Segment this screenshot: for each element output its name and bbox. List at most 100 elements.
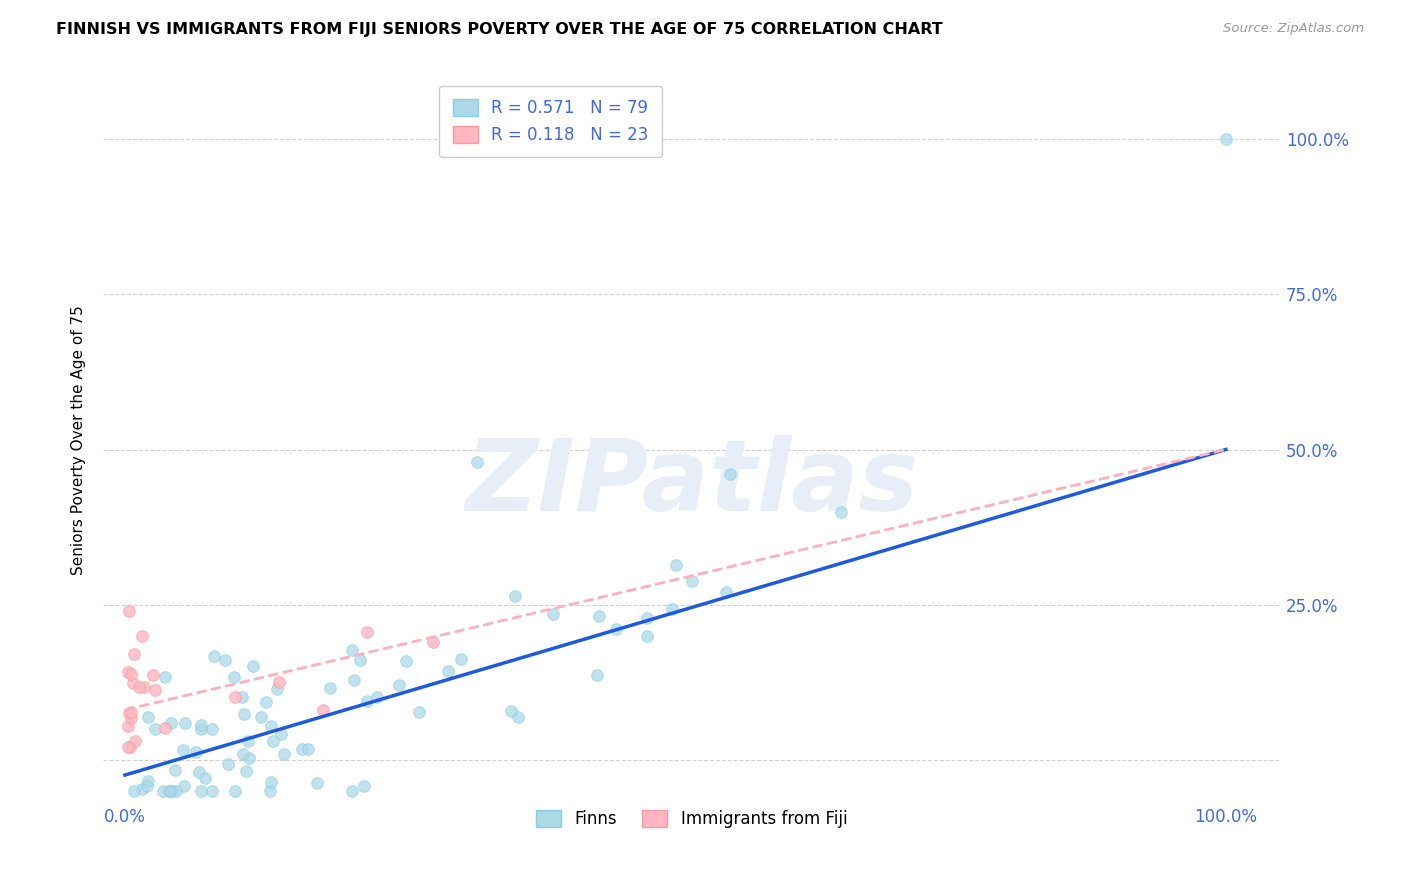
Point: [450, 652, 472, 666]
Point: [118, 740, 141, 755]
Point: [160, 716, 183, 731]
Point: [260, 718, 283, 732]
Point: [297, 742, 319, 756]
Point: [720, 467, 742, 482]
Point: [172, 743, 194, 757]
Point: [162, 783, 184, 797]
Point: [202, 648, 225, 663]
Point: [231, 690, 253, 704]
Point: [190, 723, 212, 737]
Text: FINNISH VS IMMIGRANTS FROM FIJI SENIORS POVERTY OVER THE AGE OF 75 CORRELATION C: FINNISH VS IMMIGRANTS FROM FIJI SENIORS …: [56, 22, 943, 37]
Point: [388, 678, 411, 692]
Y-axis label: Seniors Poverty Over the Age of 75: Seniors Poverty Over the Age of 75: [72, 305, 86, 575]
Point: [394, 655, 416, 669]
Point: [665, 558, 688, 573]
Point: [242, 659, 264, 673]
Point: [153, 670, 176, 684]
Point: [238, 734, 260, 748]
Point: [120, 711, 142, 725]
Point: [136, 710, 159, 724]
Point: [422, 634, 444, 648]
Point: [120, 667, 142, 681]
Point: [136, 779, 159, 793]
Point: [143, 683, 166, 698]
Point: [214, 653, 236, 667]
Point: [190, 718, 212, 732]
Point: [266, 681, 288, 696]
Point: [259, 783, 281, 797]
Point: [224, 783, 246, 797]
Point: [190, 783, 212, 797]
Point: [319, 681, 342, 695]
Point: [128, 681, 150, 695]
Legend: Finns, Immigrants from Fiji: Finns, Immigrants from Fiji: [530, 803, 853, 835]
Point: [122, 676, 145, 690]
Point: [254, 695, 277, 709]
Point: [120, 705, 142, 719]
Point: [340, 783, 363, 797]
Point: [340, 643, 363, 657]
Point: [233, 707, 256, 722]
Point: [541, 607, 564, 621]
Point: [366, 690, 388, 705]
Point: [232, 747, 254, 761]
Point: [353, 779, 375, 793]
Point: [136, 774, 159, 789]
Point: [830, 504, 852, 518]
Point: [307, 776, 329, 790]
Point: [586, 668, 609, 682]
Point: [187, 765, 209, 780]
Point: [122, 647, 145, 661]
Point: [681, 574, 703, 588]
Point: [142, 668, 165, 682]
Point: [157, 783, 180, 797]
Point: [273, 747, 295, 762]
Point: [173, 780, 195, 794]
Point: [262, 734, 284, 748]
Point: [267, 675, 290, 690]
Point: [437, 665, 460, 679]
Point: [184, 745, 207, 759]
Point: [661, 601, 683, 615]
Point: [356, 694, 378, 708]
Point: [408, 705, 430, 719]
Point: [132, 680, 155, 694]
Point: [605, 623, 627, 637]
Point: [588, 609, 610, 624]
Text: Source: ZipAtlas.com: Source: ZipAtlas.com: [1223, 22, 1364, 36]
Point: [714, 585, 737, 599]
Point: [174, 715, 197, 730]
Point: [224, 690, 246, 704]
Point: [218, 756, 240, 771]
Point: [117, 740, 139, 755]
Point: [224, 670, 246, 684]
Point: [356, 624, 378, 639]
Point: [249, 710, 271, 724]
Point: [124, 734, 146, 748]
Point: [260, 775, 283, 789]
Point: [152, 783, 174, 797]
Text: ZIPatlas: ZIPatlas: [465, 435, 918, 533]
Point: [349, 653, 371, 667]
Point: [117, 665, 139, 679]
Point: [165, 783, 187, 797]
Point: [131, 628, 153, 642]
Point: [118, 604, 141, 618]
Point: [201, 783, 224, 797]
Point: [636, 629, 658, 643]
Point: [143, 723, 166, 737]
Point: [159, 783, 181, 797]
Point: [153, 722, 176, 736]
Point: [238, 751, 260, 765]
Point: [312, 703, 335, 717]
Point: [194, 771, 217, 785]
Point: [117, 719, 139, 733]
Point: [165, 763, 187, 777]
Point: [465, 455, 488, 469]
Point: [291, 742, 314, 756]
Point: [343, 673, 366, 687]
Point: [131, 782, 153, 797]
Point: [122, 783, 145, 797]
Point: [118, 706, 141, 720]
Point: [235, 764, 257, 778]
